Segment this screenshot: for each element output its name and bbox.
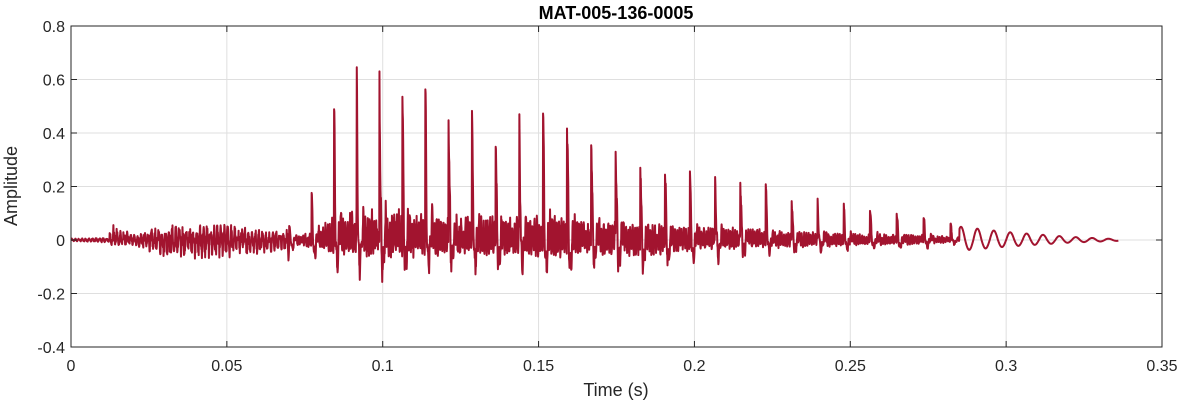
y-tick-label: -0.2 <box>37 287 65 304</box>
x-tick-label: 0.3 <box>995 358 1017 375</box>
x-tick-label: 0 <box>67 358 76 375</box>
y-axis-label: Amplitude <box>1 146 21 226</box>
y-tick-label: 0 <box>56 233 65 250</box>
x-axis-label: Time (s) <box>583 380 648 400</box>
y-ticks: -0.4 -0.2 0 0.2 0.4 0.6 0.8 <box>37 19 1162 357</box>
x-tick-label: 0.25 <box>835 358 866 375</box>
y-tick-label: 0.2 <box>43 180 65 197</box>
plot-area <box>70 66 1120 283</box>
x-tick-label: 0.35 <box>1146 358 1177 375</box>
waveform-line <box>70 66 1120 283</box>
x-tick-label: 0.1 <box>372 358 394 375</box>
y-tick-label: 0.8 <box>43 19 65 36</box>
y-tick-label: -0.4 <box>37 340 65 357</box>
chart-title: MAT-005-136-0005 <box>539 3 694 23</box>
y-tick-label: 0.4 <box>43 126 65 143</box>
x-ticks: 0 0.05 0.1 0.15 0.2 0.25 0.3 0.35 <box>67 26 1178 375</box>
x-tick-label: 0.05 <box>211 358 242 375</box>
x-tick-label: 0.15 <box>523 358 554 375</box>
x-tick-label: 0.2 <box>683 358 705 375</box>
y-tick-label: 0.6 <box>43 73 65 90</box>
